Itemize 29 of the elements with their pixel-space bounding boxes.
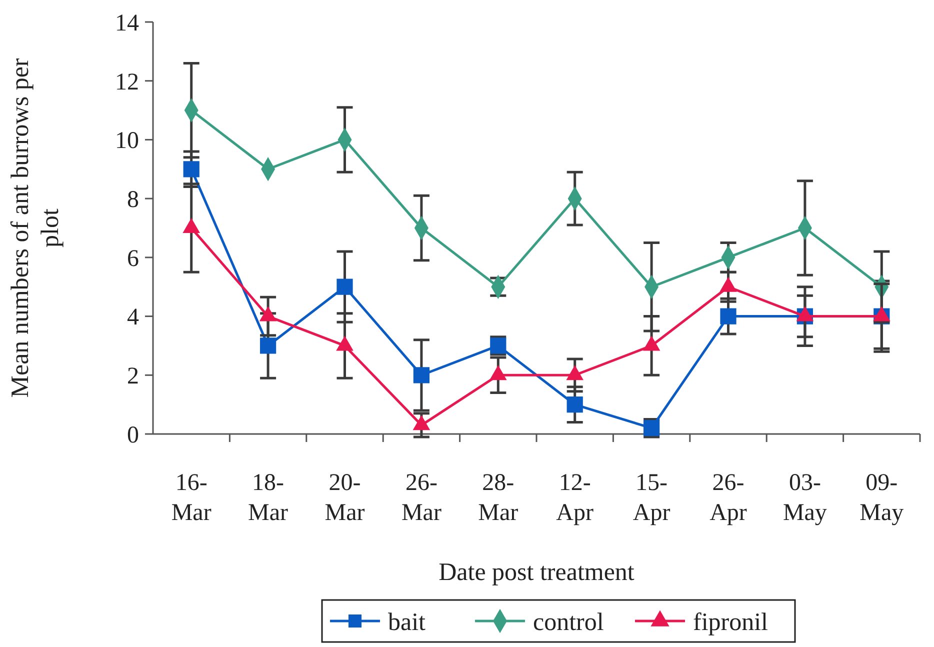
y-axis-title: Mean numbers of ant burrows per plot bbox=[7, 58, 64, 398]
y-tick-label: 0 bbox=[127, 422, 139, 448]
x-tick-label: 26-Mar bbox=[401, 470, 442, 526]
x-tick-label: 09-May bbox=[860, 470, 904, 526]
y-tick-label: 10 bbox=[115, 128, 139, 154]
y-tick-label: 6 bbox=[127, 246, 139, 272]
x-tick-label: 18-Mar bbox=[248, 470, 288, 526]
y-tick-label: 14 bbox=[115, 10, 139, 36]
x-axis-title: Date post treatment bbox=[438, 559, 634, 586]
x-tick-label: 28-Mar bbox=[478, 470, 518, 526]
x-tick-label: 16-Mar bbox=[171, 470, 212, 526]
legend-label: bait bbox=[388, 608, 426, 636]
y-tick-label: 8 bbox=[127, 186, 139, 213]
point bbox=[720, 308, 736, 324]
x-tick-label: 12-Apr bbox=[556, 470, 594, 526]
x-tick-label: 20-Mar bbox=[324, 470, 365, 526]
legend-label: fipronil bbox=[693, 608, 768, 636]
point bbox=[566, 396, 583, 413]
y-tick-label: 2 bbox=[127, 364, 139, 390]
x-tick-label: 26-Apr bbox=[710, 470, 747, 526]
point bbox=[260, 338, 276, 354]
x-tick-label: 03-May bbox=[782, 470, 827, 526]
y-tick-label: 12 bbox=[115, 69, 139, 96]
point bbox=[413, 367, 430, 384]
point bbox=[336, 278, 353, 295]
legend-label: control bbox=[533, 608, 604, 636]
point bbox=[183, 161, 200, 178]
x-tick-label: 15-Apr bbox=[632, 470, 670, 526]
y-tick-label: 4 bbox=[127, 304, 139, 331]
